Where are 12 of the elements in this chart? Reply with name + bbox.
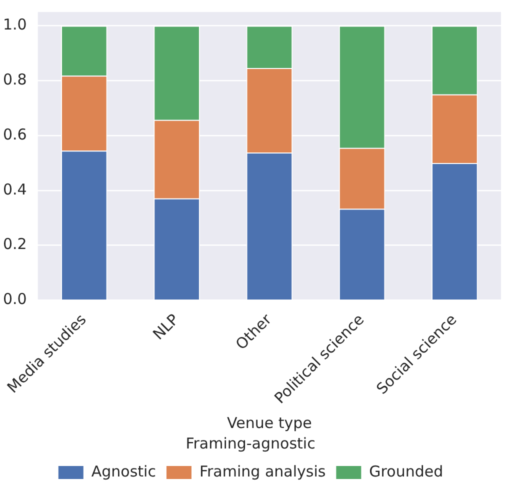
y-tick-label: 0.4 [2, 180, 27, 198]
y-tick-label: 0.8 [2, 70, 27, 89]
y-tick-label: 0.2 [2, 235, 27, 254]
legend-label: Grounded [369, 462, 444, 480]
x-tick-label: NLP [149, 310, 182, 344]
y-tick-label: 0.0 [2, 290, 27, 308]
x-axis-title: Venue type [227, 414, 312, 432]
legend-label: Framing analysis [199, 462, 326, 480]
legend-title: Framing-agnostic [186, 434, 316, 452]
y-tick-label: 0.6 [2, 125, 27, 144]
legend-label: Agnostic [91, 462, 156, 480]
y-tick-label: 1.0 [2, 16, 27, 34]
